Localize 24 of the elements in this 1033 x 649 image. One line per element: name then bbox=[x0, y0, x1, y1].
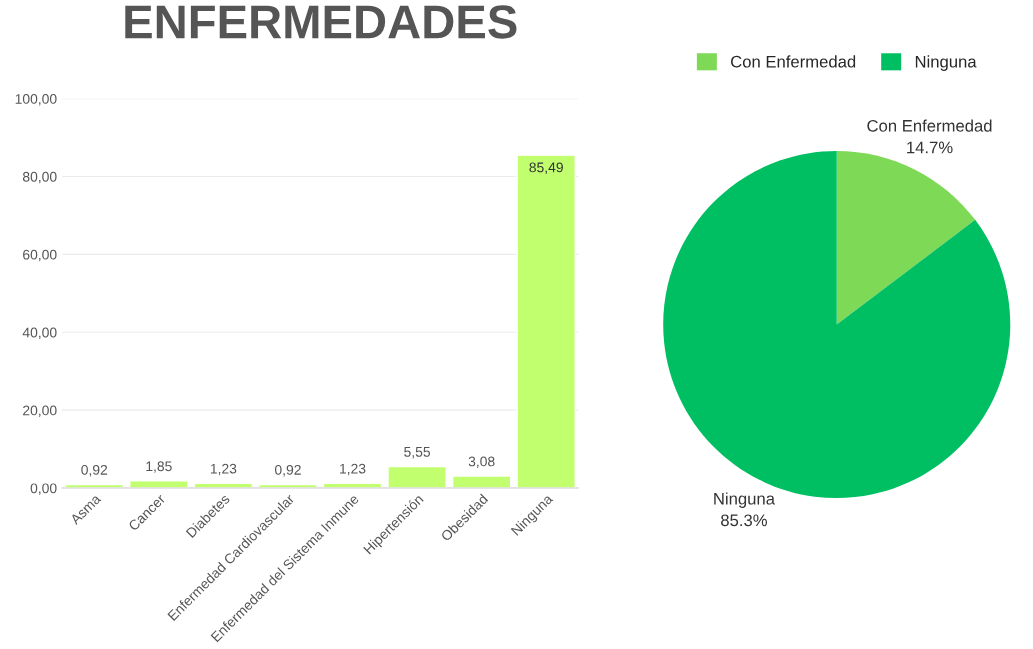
legend-label: Con Enfermedad bbox=[731, 55, 856, 68]
data-label: 1,85 bbox=[146, 461, 172, 473]
bar bbox=[451, 475, 512, 489]
y-tick-label: 100,00 bbox=[15, 93, 57, 106]
y-tick-label: 60,00 bbox=[23, 249, 57, 262]
data-label: 0,92 bbox=[274, 464, 301, 477]
slice-label: Con Enfermedad bbox=[867, 119, 992, 132]
data-label: 5,55 bbox=[404, 447, 431, 459]
y-tick-label: 20,00 bbox=[23, 405, 57, 417]
data-label: 85,49 bbox=[529, 162, 563, 174]
y-tick-label: 80,00 bbox=[22, 171, 57, 184]
bar bbox=[129, 480, 189, 489]
bar bbox=[387, 465, 447, 489]
data-label: 85.3% bbox=[721, 514, 767, 527]
data-label: 3,08 bbox=[468, 456, 495, 469]
y-tick-label: 0,00 bbox=[30, 483, 57, 495]
legend-label: Ninguna bbox=[915, 55, 977, 71]
bar bbox=[516, 154, 576, 489]
chart-title: ENFERMEDADES bbox=[125, 5, 517, 39]
data-label: 1,23 bbox=[340, 463, 366, 476]
y-tick-label: 40,00 bbox=[22, 327, 57, 340]
data-label: 14.7% bbox=[907, 141, 953, 154]
data-label: 0,92 bbox=[81, 464, 108, 477]
data-label: 1,23 bbox=[210, 463, 237, 476]
